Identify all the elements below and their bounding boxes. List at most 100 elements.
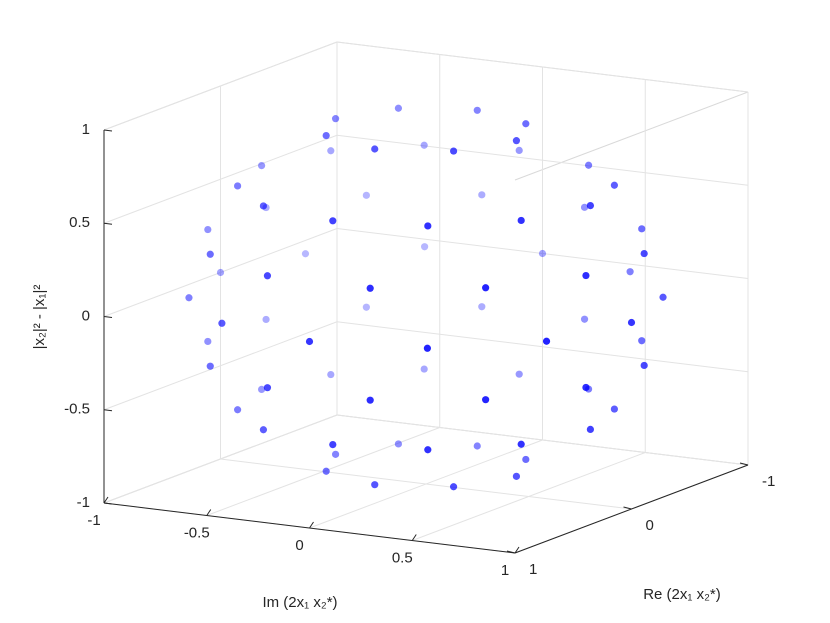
point	[640, 361, 648, 370]
point	[258, 162, 266, 170]
point	[478, 191, 486, 199]
point	[262, 315, 270, 324]
point	[473, 442, 481, 450]
point	[424, 222, 432, 230]
y-tick-label: 0.5	[392, 549, 413, 566]
point	[449, 483, 458, 491]
point	[640, 249, 648, 258]
z-tick	[103, 316, 113, 318]
x-tick	[739, 462, 749, 466]
point	[366, 284, 374, 292]
y-axis-label: Im (2x₁ x₂*)	[262, 594, 337, 611]
z-tick	[103, 502, 113, 505]
grid-line	[336, 134, 749, 186]
point	[331, 450, 340, 458]
grid-line	[103, 228, 338, 317]
point	[204, 337, 212, 346]
point	[263, 272, 272, 280]
point	[473, 106, 481, 114]
point	[626, 268, 634, 276]
y-tick-label: -1	[87, 512, 100, 529]
point	[582, 271, 590, 280]
grid-line	[336, 41, 749, 93]
point	[259, 426, 268, 434]
point	[512, 137, 521, 145]
point	[420, 365, 428, 373]
point	[322, 467, 330, 475]
point	[394, 440, 403, 448]
point	[218, 319, 226, 327]
point	[482, 284, 490, 292]
point	[449, 147, 458, 155]
y-tick	[411, 534, 417, 541]
point	[610, 181, 618, 189]
point	[584, 161, 593, 169]
point	[517, 440, 525, 448]
y-tick	[514, 546, 520, 554]
point	[659, 293, 667, 301]
point	[638, 337, 646, 345]
point	[517, 216, 525, 225]
z-tick-label: 0.5	[69, 214, 90, 231]
y-tick	[103, 496, 109, 504]
x-tick	[623, 506, 632, 510]
point	[305, 337, 314, 346]
point	[627, 318, 636, 327]
z-tick-label: 1	[82, 121, 90, 138]
grid-line	[103, 134, 338, 224]
point	[394, 104, 403, 112]
point	[259, 202, 268, 210]
y-tick	[206, 509, 212, 516]
box-edge	[514, 91, 749, 181]
point	[327, 370, 335, 379]
point	[420, 141, 428, 149]
grid-line	[103, 414, 338, 504]
y-tick-label: 1	[501, 562, 509, 579]
point	[580, 203, 589, 211]
grid-line	[220, 458, 632, 510]
point	[423, 344, 431, 352]
y-tick-label: -0.5	[184, 524, 210, 541]
grid-line	[103, 41, 338, 131]
x-tick-label: 0	[646, 517, 654, 534]
z-tick-label: 0	[82, 307, 90, 324]
point	[515, 146, 523, 154]
point	[263, 384, 272, 392]
point	[522, 455, 530, 464]
z-tick	[103, 222, 113, 225]
point	[586, 425, 595, 433]
x-tick	[506, 550, 516, 554]
point	[478, 303, 486, 311]
z-tick-label: -0.5	[64, 401, 90, 418]
point	[610, 405, 618, 413]
y-tick	[309, 521, 314, 529]
point	[204, 225, 212, 234]
point	[322, 131, 330, 140]
point	[538, 249, 547, 258]
grid-line	[336, 321, 749, 373]
point	[185, 294, 193, 302]
z-tick	[103, 409, 113, 412]
point	[371, 481, 379, 489]
point	[234, 182, 242, 190]
point	[362, 303, 370, 311]
point	[206, 250, 214, 258]
point	[586, 202, 595, 210]
point	[216, 268, 225, 277]
point	[421, 243, 429, 251]
point	[234, 406, 242, 414]
point	[424, 446, 432, 454]
x-tick-label: -1	[762, 473, 775, 490]
point	[522, 120, 530, 128]
point	[371, 145, 379, 153]
point	[582, 383, 590, 392]
grid-line	[336, 414, 749, 466]
z-tick	[103, 129, 113, 132]
grid-line	[336, 228, 749, 279]
y-tick-label: 0	[295, 537, 303, 554]
grid-line	[103, 321, 338, 411]
point	[331, 115, 340, 123]
point	[482, 396, 490, 404]
z-tick-label: -1	[77, 494, 90, 511]
